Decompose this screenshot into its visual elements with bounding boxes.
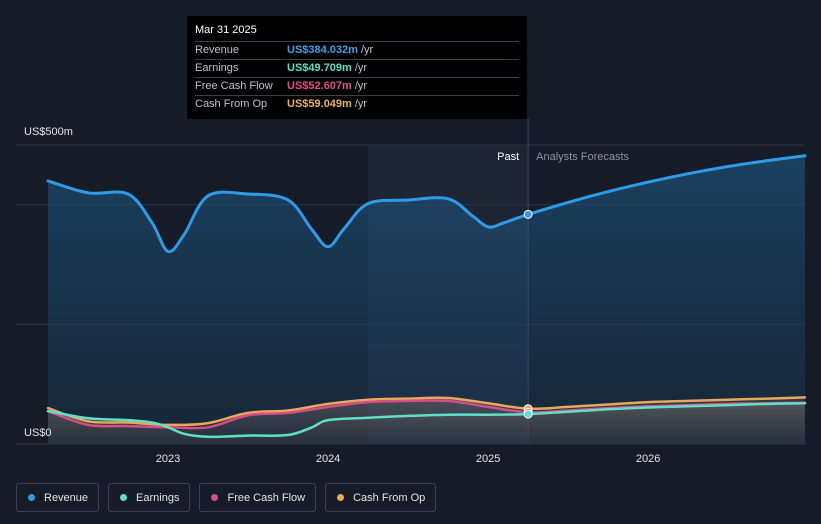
- legend: Revenue Earnings Free Cash Flow Cash Fro…: [16, 483, 437, 512]
- marker-earnings: [523, 409, 533, 419]
- legend-label: Free Cash Flow: [227, 491, 306, 504]
- tooltip-row-revenue: Revenue US$384.032m /yr: [195, 41, 519, 59]
- tooltip-label: Earnings: [195, 62, 239, 74]
- legend-label: Revenue: [44, 491, 89, 504]
- legend-item-free-cash-flow[interactable]: Free Cash Flow: [199, 483, 317, 512]
- tooltip-unit: /yr: [354, 80, 368, 92]
- tooltip: Mar 31 2025 Revenue US$384.032m /yr Earn…: [187, 16, 527, 119]
- forecast-label: Analysts Forecasts: [536, 151, 629, 163]
- tooltip-value: US$49.709m: [287, 62, 352, 74]
- y-label-bottom: US$0: [24, 427, 52, 439]
- legend-dot-icon: [28, 494, 35, 501]
- tooltip-unit: /yr: [354, 62, 368, 74]
- tooltip-date: Mar 31 2025: [195, 24, 257, 36]
- legend-dot-icon: [120, 494, 128, 501]
- tooltip-label: Revenue: [195, 44, 240, 56]
- x-tick-label: 2023: [156, 453, 180, 465]
- x-tick-label: 2025: [476, 453, 500, 465]
- tooltip-value: US$52.607m: [287, 80, 352, 92]
- x-tick-label: 2024: [316, 453, 340, 465]
- tooltip-unit: /yr: [354, 98, 368, 110]
- axis-labels: US$500m US$0 2023 2024 2025 2026 Past Analysts …: [24, 126, 660, 465]
- y-label-top: US$500m: [24, 126, 73, 138]
- tooltip-unit: /yr: [360, 44, 374, 56]
- legend-label: Earnings: [136, 491, 180, 504]
- legend-dot-icon: [337, 494, 345, 501]
- tooltip-row-cash-from-op: Cash From Op US$59.049m /yr: [195, 95, 519, 113]
- tooltip-label: Cash From Op: [195, 98, 268, 110]
- series-markers: [523, 209, 533, 419]
- tooltip-value: US$59.049m: [287, 98, 352, 110]
- tooltip-row-free-cash-flow: Free Cash Flow US$52.607m /yr: [195, 77, 519, 95]
- line-cash-from-op: [46, 396, 807, 427]
- marker-revenue: [523, 209, 533, 219]
- tooltip-value: US$384.032m: [287, 44, 358, 56]
- series-lines: [46, 154, 807, 439]
- legend-dot-icon: [211, 494, 219, 501]
- tooltip-row-earnings: Earnings US$49.709m /yr: [195, 59, 519, 77]
- legend-item-cash-from-op[interactable]: Cash From Op: [325, 483, 437, 512]
- legend-item-earnings[interactable]: Earnings: [108, 483, 191, 512]
- x-tick-label: 2026: [636, 453, 660, 465]
- line-revenue: [46, 154, 807, 254]
- past-label: Past: [497, 151, 519, 163]
- tooltip-label: Free Cash Flow: [195, 80, 273, 92]
- line-earnings: [46, 402, 807, 439]
- area-revenue: [48, 155, 805, 445]
- legend-item-revenue[interactable]: Revenue: [16, 483, 100, 512]
- legend-label: Cash From Op: [353, 491, 426, 504]
